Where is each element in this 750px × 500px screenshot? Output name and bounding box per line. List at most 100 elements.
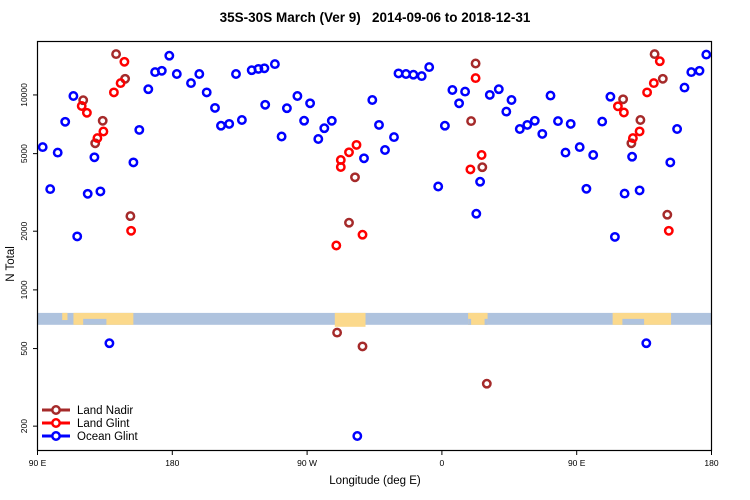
- data-point: [506, 95, 517, 105]
- legend-marker: [51, 431, 61, 441]
- data-point: [352, 431, 363, 441]
- data-point: [350, 172, 360, 183]
- data-point: [470, 58, 481, 69]
- data-point: [641, 338, 652, 349]
- data-point: [164, 50, 175, 61]
- data-point: [104, 338, 115, 349]
- data-point: [657, 73, 668, 84]
- data-point: [313, 134, 324, 144]
- data-point: [597, 116, 608, 127]
- data-point: [475, 176, 486, 187]
- data-point: [648, 78, 659, 89]
- legend-marker: [51, 405, 61, 415]
- data-point: [618, 94, 629, 105]
- y-tick-label: 1000: [19, 280, 29, 299]
- data-point: [236, 115, 247, 125]
- data-point: [299, 115, 310, 126]
- data-point: [52, 147, 63, 158]
- legend-item: Ocean Glint: [42, 431, 139, 443]
- data-point: [37, 142, 48, 153]
- data-point: [108, 87, 119, 98]
- data-point: [514, 124, 525, 134]
- y-tick-label: 200: [19, 419, 29, 433]
- data-point: [89, 152, 100, 163]
- data-point: [701, 49, 712, 60]
- x-tick-label: 90 E: [29, 458, 47, 468]
- x-axis-title: Longitude (deg E): [329, 475, 421, 487]
- data-point: [529, 115, 540, 126]
- data-point: [626, 138, 637, 149]
- data-point: [60, 116, 71, 127]
- data-point: [663, 225, 674, 236]
- map-band-coast-notch: [622, 318, 645, 325]
- data-point: [143, 84, 154, 95]
- map-band-coast-notch: [484, 318, 488, 325]
- data-point: [493, 84, 504, 95]
- data-point: [45, 184, 56, 195]
- data-point: [471, 208, 482, 219]
- map-band-coast-notch: [83, 318, 107, 325]
- data-point: [481, 378, 492, 389]
- y-tick-label: 10000: [19, 83, 29, 107]
- data-point: [537, 128, 548, 139]
- data-point: [642, 87, 653, 98]
- data-point: [476, 150, 487, 160]
- data-point: [553, 116, 563, 127]
- map-band-coast-notch: [468, 318, 472, 325]
- data-point: [351, 139, 362, 150]
- data-point: [609, 231, 620, 242]
- series-land-nadir: [78, 49, 673, 389]
- data-point: [253, 63, 264, 74]
- data-point: [292, 91, 303, 101]
- data-point: [95, 186, 106, 197]
- data-point: [588, 150, 599, 160]
- data-point: [319, 123, 330, 134]
- data-point: [439, 120, 450, 131]
- data-point: [344, 217, 354, 228]
- data-point: [672, 124, 683, 134]
- legend-item: Land Glint: [42, 418, 130, 430]
- data-point: [416, 71, 427, 82]
- data-point: [565, 118, 576, 129]
- data-point: [560, 147, 571, 158]
- legend-marker: [51, 418, 61, 428]
- data-point: [389, 132, 399, 143]
- data-point: [357, 229, 368, 240]
- data-point: [424, 62, 435, 73]
- data-point: [460, 86, 471, 97]
- data-point: [545, 90, 556, 101]
- data-point: [276, 131, 287, 142]
- data-point: [605, 91, 616, 102]
- x-tick-label: 0: [440, 458, 445, 468]
- data-point: [82, 188, 93, 199]
- data-point: [72, 231, 83, 242]
- data-point: [686, 67, 697, 78]
- data-point: [454, 98, 465, 109]
- data-point: [470, 73, 481, 84]
- map-band-ocean: [37, 312, 712, 325]
- data-point: [269, 59, 280, 70]
- data-point: [408, 69, 419, 80]
- data-point: [649, 49, 660, 60]
- data-point: [326, 115, 337, 126]
- chart-title: 35S-30S March (Ver 9) 2014-09-06 to 2018…: [219, 10, 531, 25]
- data-point: [627, 133, 638, 144]
- legend-item: Land Nadir: [42, 405, 133, 417]
- data-point: [447, 85, 458, 95]
- data-point: [465, 164, 476, 175]
- data-point: [111, 49, 122, 60]
- data-point: [224, 118, 235, 129]
- y-tick-label: 500: [19, 341, 29, 355]
- data-point: [194, 69, 205, 79]
- data-point: [231, 69, 241, 79]
- data-point: [374, 119, 384, 130]
- data-point: [619, 188, 630, 199]
- data-point: [201, 87, 212, 98]
- data-point: [335, 162, 346, 172]
- series-ocean-glint: [37, 49, 712, 441]
- data-point: [98, 126, 109, 137]
- data-point: [210, 102, 220, 113]
- data-point: [81, 107, 92, 118]
